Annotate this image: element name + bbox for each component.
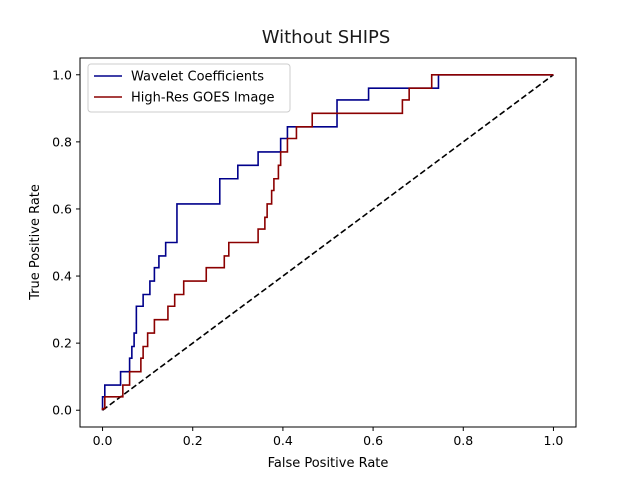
series-line-chance [102, 74, 554, 411]
y-tick-label: 0.8 [52, 134, 72, 149]
plot-series [101, 73, 554, 411]
series-line-high-res-goes-image [101, 73, 554, 411]
y-tick-label: 0.6 [52, 201, 72, 216]
x-tick-label: 1.0 [544, 433, 564, 448]
x-axis-label: False Positive Rate [268, 456, 389, 471]
y-tick-label: 1.0 [52, 67, 72, 82]
x-axis: 0.0 0.2 0.4 0.6 0.8 1.0 [93, 427, 564, 448]
y-axis: 0.0 0.2 0.4 0.6 0.8 1.0 [52, 67, 80, 418]
legend-box [87, 63, 291, 113]
x-tick-label: 0.4 [273, 433, 293, 448]
series-line-wavelet-coefficients [101, 73, 554, 411]
y-tick-label: 0.0 [52, 403, 72, 418]
legend-label-wavelet: Wavelet Coefficients [131, 70, 264, 85]
x-tick-label: 0.8 [453, 433, 473, 448]
chart-title: Without SHIPS [262, 27, 391, 48]
x-tick-label: 0.2 [183, 433, 203, 448]
x-tick-label: 0.6 [363, 433, 383, 448]
plot-frame [79, 57, 577, 428]
legend: Wavelet Coefficients High-Res GOES Image [87, 63, 291, 113]
legend-label-goes: High-Res GOES Image [131, 91, 275, 106]
x-tick-label: 0.0 [93, 433, 113, 448]
y-tick-label: 0.4 [52, 269, 72, 284]
y-tick-label: 0.2 [52, 336, 72, 351]
y-axis-label: True Positive Rate [28, 184, 43, 301]
